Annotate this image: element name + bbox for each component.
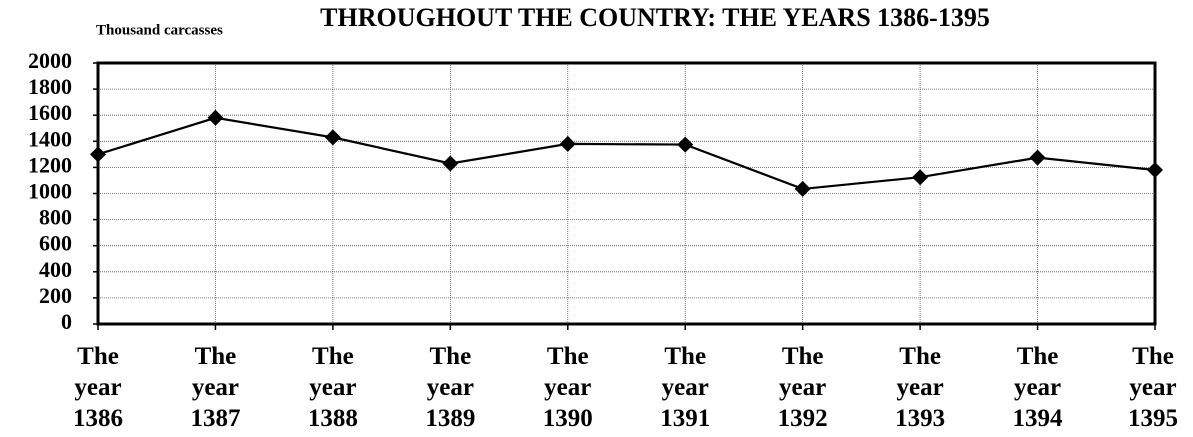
y-tick-label: 800 xyxy=(39,205,72,230)
line xyxy=(97,116,1156,191)
y-tick-label: 1400 xyxy=(28,126,72,151)
y-tick-label: 600 xyxy=(39,231,72,256)
x-tick-label: The year 1394 xyxy=(1012,343,1063,432)
y-tick-label: 1800 xyxy=(28,74,72,99)
y-tick-label: 2000 xyxy=(28,48,72,73)
plot-frame xyxy=(96,61,1157,326)
marker xyxy=(90,146,106,163)
marker xyxy=(442,155,459,172)
marker xyxy=(559,135,576,152)
y-tick-label: 1600 xyxy=(28,100,72,125)
x-tick-label: The year 1388 xyxy=(307,343,358,432)
marker xyxy=(324,129,341,146)
x-tick-label: The year 1395 xyxy=(1128,343,1178,432)
x-tick-label: The year 1386 xyxy=(73,343,123,432)
marker xyxy=(912,169,929,186)
marker xyxy=(794,180,811,197)
x-tick-label: The year 1393 xyxy=(895,343,946,432)
x-tick-label: The year 1392 xyxy=(777,343,828,432)
x-tick-label: The year 1387 xyxy=(190,343,241,432)
marker xyxy=(207,109,224,126)
chart-title: THROUGHOUT THE COUNTRY: THE YEARS 1386-1… xyxy=(320,3,990,32)
y-tick-label: 0 xyxy=(61,309,72,334)
x-tick-label: The year 1389 xyxy=(425,343,476,432)
y-tick-label: 1000 xyxy=(28,179,72,204)
marker xyxy=(1147,162,1163,179)
y-axis-label: Thousand carcasses xyxy=(96,22,223,38)
x-tick-label: The year 1391 xyxy=(660,343,711,432)
marker xyxy=(1029,149,1046,166)
y-tick-label: 200 xyxy=(39,283,72,308)
marker xyxy=(677,136,694,153)
y-tick-label: 400 xyxy=(39,257,72,282)
y-tick-label: 1200 xyxy=(28,152,72,177)
x-tick-label: The year 1390 xyxy=(542,343,593,432)
